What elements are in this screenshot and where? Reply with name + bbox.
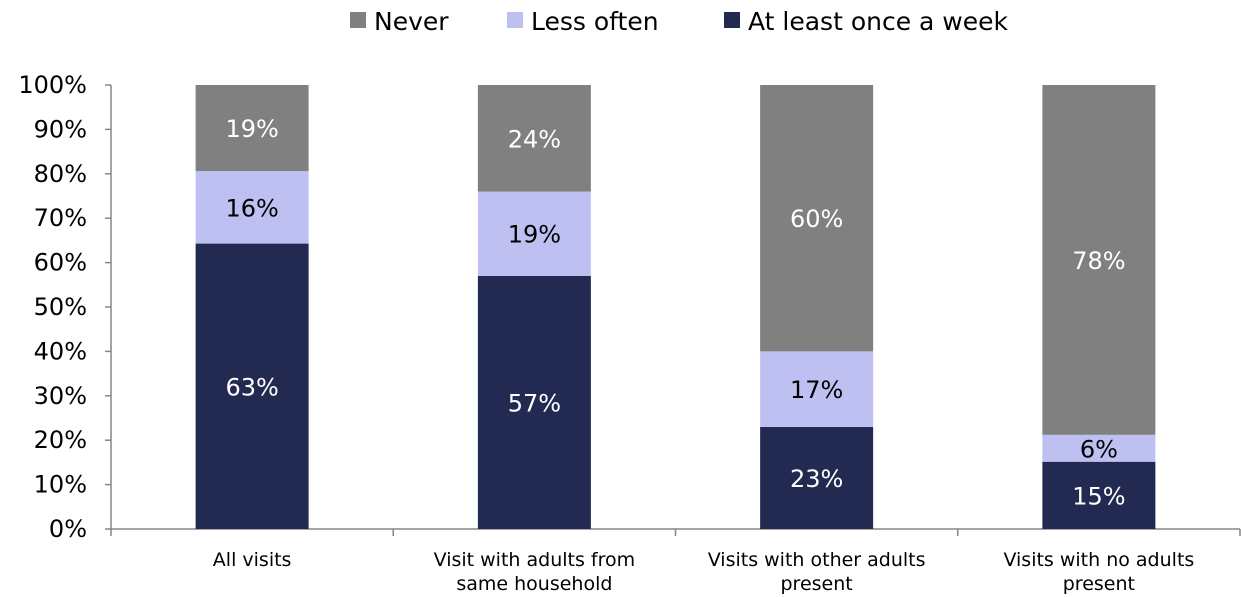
- bar-segment: [477, 275, 591, 529]
- legend-swatch: [507, 12, 523, 28]
- legend-label: Less often: [531, 7, 659, 36]
- legend-label: Never: [374, 7, 449, 36]
- data-label: 78%: [1072, 247, 1125, 275]
- y-tick-label: 80%: [34, 160, 87, 188]
- legend: Never Less often At least once a week: [350, 7, 1009, 36]
- y-tick-label: 40%: [34, 337, 87, 365]
- data-label: 23%: [790, 465, 843, 493]
- category-labels: All visits Visit with adults from same hou…: [213, 549, 1195, 595]
- data-label: 17%: [790, 376, 843, 404]
- y-tick-label: 50%: [34, 293, 87, 321]
- y-tick-label: 10%: [34, 471, 87, 499]
- bar-segment: [760, 426, 874, 529]
- x-axis: [110, 528, 1241, 536]
- bar-segment: [477, 191, 591, 276]
- legend-label: At least once a week: [748, 7, 1009, 36]
- y-tick-label: 100%: [18, 71, 87, 99]
- category-label: Visits with no adults present: [1003, 549, 1194, 595]
- data-label: 15%: [1072, 482, 1125, 510]
- bar-segment: [477, 85, 591, 192]
- data-label: 19%: [508, 221, 561, 249]
- data-label: 63%: [225, 373, 278, 401]
- y-tick-label: 20%: [34, 426, 87, 454]
- y-tick-label: 90%: [34, 115, 87, 143]
- data-label: 6%: [1080, 435, 1118, 463]
- bar-segment: [195, 85, 309, 172]
- bar-segment: [1042, 85, 1156, 435]
- data-label: 16%: [225, 194, 278, 222]
- y-tick-label: 60%: [34, 249, 87, 277]
- bar-segment: [760, 85, 874, 352]
- y-tick-label: 70%: [34, 204, 87, 232]
- y-tick-label: 0%: [49, 515, 87, 543]
- data-label: 60%: [790, 205, 843, 233]
- bar-segment: [1042, 434, 1156, 462]
- data-label: 19%: [225, 115, 278, 143]
- bar-segment: [1042, 461, 1156, 529]
- bars: 63% 16% 19% 57% 19% 24% 23% 17% 60% 15% 6% 78%: [195, 85, 1156, 530]
- bar-segment: [195, 243, 309, 530]
- category-label: Visits with other adults present: [708, 549, 926, 595]
- y-tick-label: 30%: [34, 382, 87, 410]
- bar-segment: [195, 171, 309, 244]
- category-label: All visits: [213, 549, 292, 571]
- data-label: 57%: [508, 389, 561, 417]
- legend-swatch: [350, 12, 366, 28]
- bar-segment: [760, 351, 874, 427]
- legend-swatch: [724, 12, 740, 28]
- y-axis: 0% 10% 20% 30% 40% 50% 60% 70% 80% 90% 100%: [18, 71, 112, 543]
- data-label: 24%: [508, 125, 561, 153]
- category-label: Visit with adults from same household: [434, 549, 636, 595]
